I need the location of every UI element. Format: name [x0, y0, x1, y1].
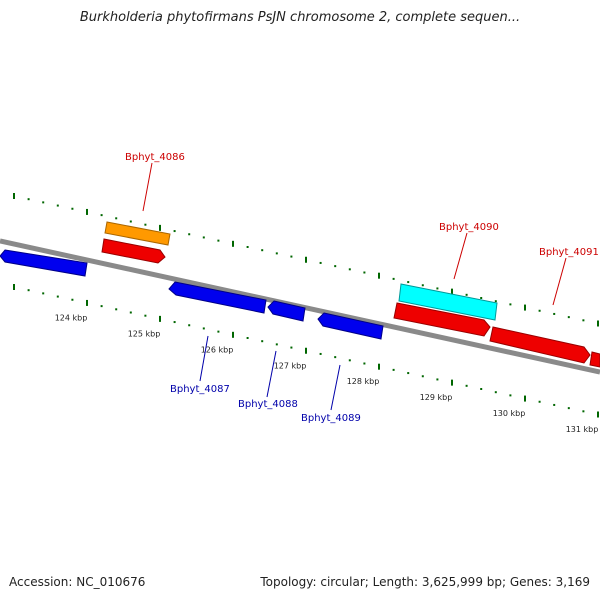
upper-tick-track: [13, 193, 599, 327]
scale-label-126-kbp: 126 kbp: [201, 345, 234, 354]
label-bphyt-4088[interactable]: Bphyt_4088: [238, 399, 298, 410]
leader-bphyt-4086: [142, 162, 153, 212]
label-bphyt-4089[interactable]: Bphyt_4089: [301, 413, 361, 424]
leader-bphyt-4087: [199, 335, 209, 382]
gene-bphyt-4086[interactable]: [101, 238, 166, 264]
label-bphyt-4087[interactable]: Bphyt_4087: [170, 384, 230, 395]
gene-bphyt-4090[interactable]: [393, 302, 491, 337]
scale-label-129-kbp: 129 kbp: [420, 393, 453, 402]
gene-partial-right[interactable]: [589, 351, 600, 368]
label-bphyt-4086[interactable]: Bphyt_4086: [125, 152, 185, 163]
scale-label-124-kbp: 124 kbp: [55, 313, 88, 322]
gene-bphyt-4089[interactable]: [317, 312, 384, 340]
label-bphyt-4091[interactable]: Bphyt_4091: [539, 247, 599, 258]
map-title: Burkholderia phytofirmans PsJN chromosom…: [79, 10, 521, 25]
gene-bphyt-4087[interactable]: [168, 281, 267, 314]
gene-bphyt-4088[interactable]: [267, 300, 306, 322]
leader-bphyt-4089: [330, 364, 341, 411]
accession-text: Accession: NC_010676: [9, 575, 146, 589]
scale-label-131-kbp: 131 kbp: [566, 425, 599, 434]
scale-label-125-kbp: 125 kbp: [128, 329, 161, 338]
scale-label-127-kbp: 127 kbp: [274, 361, 307, 370]
lower-tick-track: [13, 284, 599, 418]
label-bphyt-4090[interactable]: Bphyt_4090: [439, 222, 499, 233]
leader-bphyt-4088: [266, 350, 277, 398]
scale-label-128-kbp: 128 kbp: [347, 377, 380, 386]
scale-labels: 124 kbp 125 kbp 126 kbp 127 kbp 128 kbp 129 k…: [55, 313, 599, 434]
leader-bphyt-4091: [552, 257, 567, 306]
scale-label-130-kbp: 130 kbp: [493, 409, 526, 418]
gene-reverse-left[interactable]: [0, 249, 88, 277]
leader-bphyt-4090: [453, 232, 468, 280]
gene-bphyt-4091[interactable]: [489, 326, 591, 364]
genome-summary-text: Topology: circular; Length: 3,625,999 bp…: [260, 575, 590, 589]
highlight-bar-cyan[interactable]: [398, 283, 498, 321]
highlight-bar-orange[interactable]: [104, 221, 171, 246]
